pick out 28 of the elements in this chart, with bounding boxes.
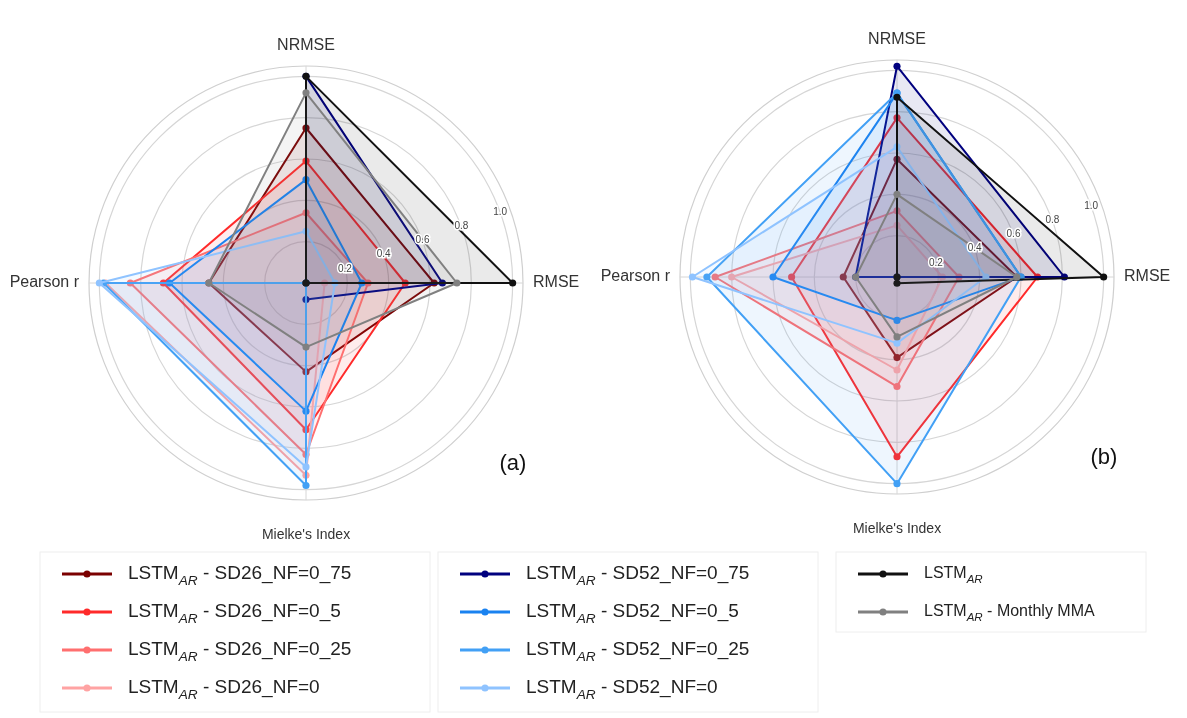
text: (a)	[499, 450, 527, 475]
spoke-label: NRMSE	[277, 36, 335, 54]
y-tick-label: 0.2	[928, 256, 944, 268]
y-tick-label: 1.0	[493, 205, 508, 217]
spoke-label: Mielke's Index	[261, 525, 351, 542]
spoke-label: Pearson r	[600, 267, 671, 285]
legend-label: LSTM$_{AR}$ - Monthly MMA	[924, 602, 1096, 624]
spoke-label: RMSE	[1124, 267, 1171, 285]
legend-label: LSTM$_{AR}$ - SD26_NF=0	[128, 676, 320, 703]
legend-label: LSTM$_{AR}$ - SD52_NF=0_25	[526, 638, 750, 665]
y-tick-label: 0.4	[967, 242, 983, 254]
y-tick-label: 1.0	[1084, 199, 1099, 211]
spoke-label: Mielke's Index	[852, 519, 942, 536]
legend-label: LSTM$_{AR}$ - SD26_NF=0_25	[128, 638, 352, 665]
legend-label: LSTM$_{AR}$ - SD26_NF=0_75	[128, 562, 352, 589]
text: (b)	[1090, 444, 1118, 469]
legend-label: LSTM$_{AR}$	[924, 564, 983, 586]
y-tick-label: 0.6	[1006, 228, 1021, 240]
y-tick-label: 0.2	[337, 262, 353, 274]
legend-label: LSTM$_{AR}$ - SD26_NF=0_5	[128, 600, 341, 627]
spoke-label: NRMSE	[868, 30, 926, 48]
legend-label: LSTM$_{AR}$ - SD52_NF=0_75	[526, 562, 750, 589]
y-tick-label: 0.8	[1045, 214, 1060, 226]
legend-label: LSTM$_{AR}$ - SD52_NF=0_5	[526, 600, 739, 627]
y-tick-label: 0.8	[454, 220, 469, 232]
legend-label: LSTM$_{AR}$ - SD52_NF=0	[526, 676, 718, 703]
spoke-label: RMSE	[533, 273, 580, 291]
spoke-label: Pearson r	[9, 273, 80, 291]
